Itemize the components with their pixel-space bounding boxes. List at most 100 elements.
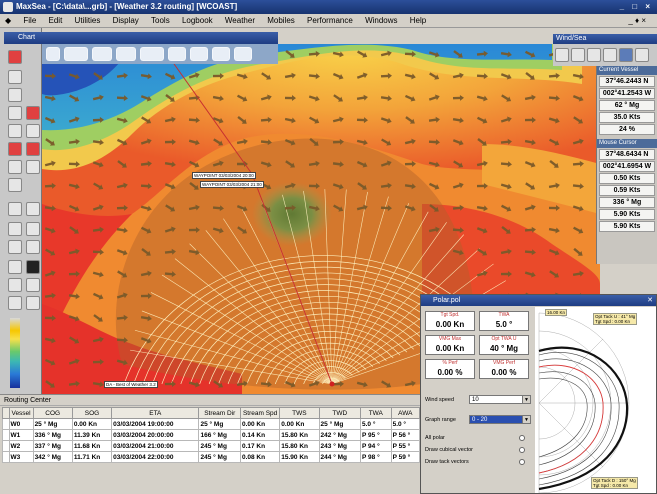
weather-tool-icon[interactable] [116, 47, 136, 61]
current-icon[interactable] [603, 48, 617, 62]
wind-arrow [68, 248, 80, 255]
wind-arrow [284, 380, 296, 388]
option-radio[interactable] [519, 447, 525, 453]
target-icon[interactable] [8, 142, 22, 156]
table-row[interactable]: W0 25 ° Mg 0.00 Kn 03/03/2004 19:00:00 2… [2, 418, 421, 430]
layers-icon[interactable] [140, 47, 164, 61]
chart-icon[interactable] [8, 222, 22, 236]
wind-icon[interactable] [555, 48, 569, 62]
circle-icon[interactable] [26, 142, 40, 156]
menu-performance[interactable]: Performance [307, 16, 353, 25]
panel-icon[interactable] [8, 260, 22, 274]
menu-tools[interactable]: Tools [151, 16, 170, 25]
pencil-icon[interactable] [8, 160, 22, 174]
menu-help[interactable]: Help [409, 16, 427, 25]
column-header[interactable]: TWS [279, 407, 320, 419]
mdi-controls[interactable]: _ ♦ × [628, 16, 646, 25]
clock-icon[interactable] [190, 47, 208, 61]
column-header[interactable]: AWA [390, 407, 421, 419]
arrow-tool-icon[interactable] [8, 88, 22, 102]
column-header[interactable]: Stream Spd [239, 407, 281, 419]
list-icon[interactable] [8, 240, 22, 254]
table-row[interactable]: W2 337 ° Mg 11.68 Kn 03/03/2004 21:00:00… [2, 440, 421, 452]
isochrone [123, 255, 482, 385]
column-header[interactable]: ETA [111, 407, 200, 419]
column-header[interactable]: Stream Dir [198, 407, 241, 419]
layers-icon[interactable] [26, 202, 40, 216]
table-row[interactable]: W1 336 ° Mg 11.39 Kn 03/03/2004 20:00:00… [2, 429, 421, 441]
menu-utilities[interactable]: Utilities [74, 16, 101, 25]
downwind-tack-tag: Opt Tack D : 150° Mg Tgt Spd : 0.00 Kn [591, 477, 638, 489]
menu-display[interactable]: Display [112, 16, 139, 25]
window-icon[interactable] [26, 278, 40, 292]
isochrone [218, 313, 414, 385]
black-square-icon[interactable] [26, 260, 40, 274]
rain-icon[interactable] [635, 48, 649, 62]
close-icon[interactable]: ✕ [647, 297, 653, 304]
option-radio[interactable] [519, 435, 525, 441]
wind-arrow [476, 227, 488, 234]
wind-tool-icon[interactable] [8, 70, 22, 84]
menu-edit[interactable]: Edit [48, 16, 63, 25]
route-radial [331, 234, 464, 385]
zoom-icon[interactable] [8, 124, 22, 138]
cell-twa: P 94 ° [360, 440, 392, 452]
pencil-icon[interactable] [46, 47, 60, 61]
option-radio[interactable] [519, 459, 525, 465]
menu-file[interactable]: File [23, 16, 37, 25]
mark-icon[interactable] [26, 106, 40, 120]
graph-range-select[interactable]: 0 - 20 ▼ [469, 415, 531, 424]
color-tool-icon[interactable] [92, 47, 112, 61]
menu-icon[interactable]: ◆ [5, 16, 12, 25]
route-radial [134, 329, 333, 385]
pressure-icon[interactable] [587, 48, 601, 62]
wind-speed-select[interactable]: 10 ▼ [469, 395, 531, 404]
polar-diagram[interactable]: 16.00 Kn Opt Tack U : 41° Mg Tgt Spd : 0… [535, 307, 656, 493]
sun-icon[interactable] [8, 202, 22, 216]
column-header[interactable]: Vessel [8, 407, 34, 419]
start-point-marker[interactable] [329, 381, 335, 387]
chevron-down-icon[interactable]: ▼ [522, 416, 530, 423]
column-header[interactable]: COG [32, 407, 73, 419]
grid-icon[interactable] [8, 278, 22, 292]
menu-weather[interactable]: Weather [224, 16, 255, 25]
column-header[interactable]: TWA [360, 407, 392, 419]
chevron-down-icon[interactable]: ▼ [522, 396, 530, 403]
settings-icon[interactable] [26, 296, 40, 310]
cell-twa: P 98 ° [360, 451, 392, 463]
weather-panel-header[interactable]: Wind/Sea [553, 34, 657, 44]
table-row[interactable]: W3 342 ° Mg 11.71 Kn 03/03/2004 22:00:00… [2, 451, 421, 463]
ruler-icon[interactable] [8, 106, 22, 120]
menu-bar: ◆ File Edit Utilities Display Tools Logb… [0, 14, 657, 28]
column-header[interactable]: TWD [318, 407, 362, 419]
chart-window-header[interactable]: Chart [4, 32, 278, 44]
route-icon[interactable] [26, 124, 40, 138]
route-radial [324, 189, 333, 385]
flag-icon[interactable] [8, 178, 22, 192]
wind-arrow [572, 205, 584, 212]
search-icon[interactable] [26, 222, 40, 236]
column-header[interactable]: SOG [71, 407, 113, 419]
grid-icon[interactable] [168, 47, 186, 61]
waves-icon[interactable] [571, 48, 585, 62]
edit-icon[interactable] [26, 160, 40, 174]
forward-arrow-icon[interactable] [234, 47, 252, 61]
menu-windows[interactable]: Windows [365, 16, 398, 25]
wind-arrow [476, 182, 488, 189]
route-radial [303, 190, 333, 385]
window-controls[interactable]: _ □ × [619, 2, 653, 11]
wind-arrow [452, 117, 464, 124]
cell-eta: 03/03/2004 21:00:00 [111, 440, 200, 452]
route-tool-icon[interactable] [64, 47, 88, 61]
menu-mobiles[interactable]: Mobiles [267, 16, 295, 25]
pen-tool-icon[interactable] [8, 50, 22, 64]
map-label-waypoint-1: WAYPOINT 03/03/2004 20:00 [192, 172, 256, 179]
cell-cog: 25 ° Mg [32, 418, 73, 430]
back-arrow-icon[interactable] [212, 47, 230, 61]
route-radial [331, 191, 368, 385]
polar-window-header[interactable]: Polar.pol ✕ [421, 295, 656, 306]
temperature-icon[interactable] [619, 48, 633, 62]
globe-icon[interactable] [8, 296, 22, 310]
square-icon[interactable] [26, 240, 40, 254]
menu-logbook[interactable]: Logbook [181, 16, 213, 25]
